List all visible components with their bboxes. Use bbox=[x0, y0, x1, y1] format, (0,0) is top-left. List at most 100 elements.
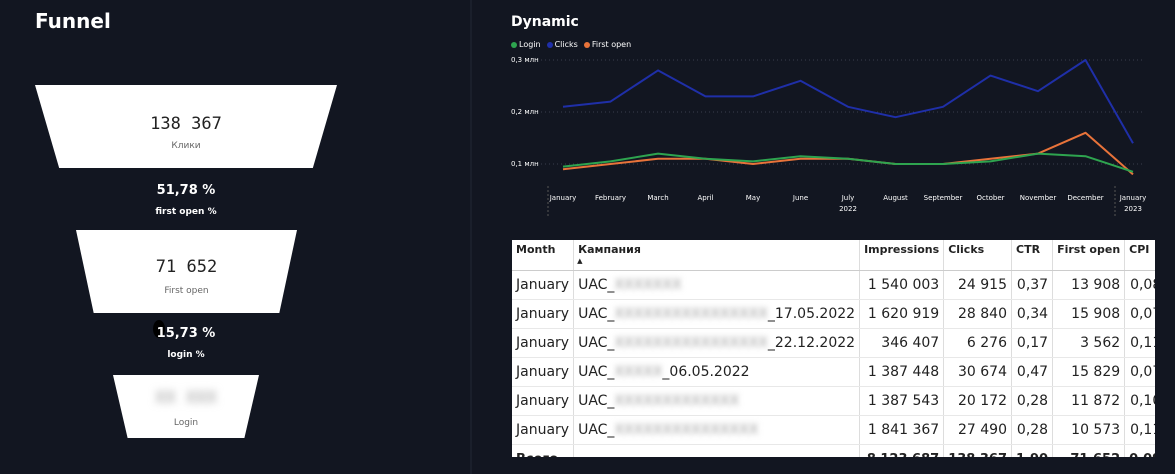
cell-impressions: 1 387 543 bbox=[859, 386, 945, 416]
campaign-prefix: UAC_ bbox=[578, 335, 615, 351]
cell-clicks: 20 172 bbox=[943, 386, 1012, 416]
y-tick-label: 0,3 млн bbox=[511, 56, 539, 64]
cell-clicks: 27 490 bbox=[943, 415, 1012, 445]
col-header-campaign[interactable]: Кампания ▲ bbox=[573, 240, 861, 271]
campaign-table[interactable]: Month Кампания ▲ Impressions Clicks CTR F… bbox=[512, 240, 1155, 457]
x-tick-label: January bbox=[549, 194, 577, 202]
chart-legend: Login Clicks First open bbox=[511, 40, 631, 49]
table-row[interactable]: January UAC_XXXXXXXXXXXXXXXX_17.05.2022 1 … bbox=[512, 299, 1155, 329]
cell-impressions: 1 540 003 bbox=[859, 270, 945, 300]
x-tick-label: October bbox=[976, 194, 1004, 202]
total-cell-campaign bbox=[573, 444, 861, 457]
panel-divider bbox=[470, 0, 472, 474]
table-row[interactable]: January UAC_XXXXX_06.05.2022 1 387 448 30 6… bbox=[512, 357, 1155, 387]
x-tick-label: November bbox=[1020, 194, 1057, 202]
cell-month: January bbox=[512, 357, 575, 387]
funnel-stage-login[interactable]: XX XXX Login bbox=[113, 375, 259, 438]
col-header-label: Кампания bbox=[578, 243, 641, 256]
total-cell-cpi: 0,09 bbox=[1124, 444, 1155, 457]
conversion-rate: 15,73 % bbox=[156, 326, 216, 341]
campaign-name-redacted: XXXXXXXXXXXXXXX bbox=[614, 422, 759, 438]
campaign-name-redacted: XXXXXXXXXXXXX bbox=[614, 393, 740, 409]
cell-clicks: 6 276 bbox=[943, 328, 1012, 358]
legend-item-first-open[interactable]: First open bbox=[583, 40, 632, 49]
x-year-label: 2023 bbox=[1124, 205, 1142, 213]
table-row[interactable]: January UAC_XXXXXXXXXXXXXXXX_22.12.2022 34… bbox=[512, 328, 1155, 358]
table-row[interactable]: January UAC_XXXXXXXXXXXXX 1 387 543 20 172 0… bbox=[512, 386, 1155, 416]
x-tick-label: July bbox=[841, 194, 855, 202]
cell-first-open: 10 573 bbox=[1052, 415, 1126, 445]
table-row[interactable]: January UAC_XXXXXXXXXXXXXXX 1 841 367 27 49… bbox=[512, 415, 1155, 445]
legend-item-login[interactable]: Login bbox=[511, 40, 541, 49]
cell-campaign: UAC_XXXXXXXXXXXXXXX bbox=[573, 415, 861, 445]
cell-month: January bbox=[512, 299, 575, 329]
campaign-name-redacted: XXXXXXXXXXXXXXXX bbox=[614, 335, 768, 351]
col-header-cpi[interactable]: CPI bbox=[1124, 240, 1155, 271]
cell-campaign: UAC_XXXXX_06.05.2022 bbox=[573, 357, 861, 387]
col-header-clicks[interactable]: Clicks bbox=[943, 240, 1012, 271]
cell-cpi: 0,11 bbox=[1124, 328, 1155, 358]
campaign-name-redacted: XXXXXXX bbox=[614, 277, 682, 293]
x-tick-label: March bbox=[647, 194, 668, 202]
cell-month: January bbox=[512, 328, 575, 358]
funnel-title: Funnel bbox=[35, 9, 111, 33]
cell-month: January bbox=[512, 270, 575, 300]
stage-value: 138 367 bbox=[150, 114, 222, 134]
cell-ctr: 0,34 bbox=[1011, 299, 1054, 329]
dynamic-line-chart[interactable]: 0,1 млн 0,2 млн 0,3 млн January February Marc… bbox=[505, 52, 1155, 222]
campaign-prefix: UAC_ bbox=[578, 364, 615, 380]
col-header-first-open[interactable]: First open bbox=[1052, 240, 1126, 271]
cell-impressions: 1 387 448 bbox=[859, 357, 945, 387]
cell-clicks: 30 674 bbox=[943, 357, 1012, 387]
col-header-ctr[interactable]: CTR bbox=[1011, 240, 1054, 271]
campaign-date: _17.05.2022 bbox=[767, 306, 856, 322]
total-cell-ctr: 1,90 bbox=[1011, 444, 1054, 457]
cell-campaign: UAC_XXXXXXX bbox=[573, 270, 861, 300]
legend-item-clicks[interactable]: Clicks bbox=[546, 40, 578, 49]
cell-ctr: 0,17 bbox=[1011, 328, 1054, 358]
cell-impressions: 1 841 367 bbox=[859, 415, 945, 445]
conversion-rate: 51,78 % bbox=[156, 183, 216, 198]
campaign-prefix: UAC_ bbox=[578, 306, 615, 322]
cell-ctr: 0,37 bbox=[1011, 270, 1054, 300]
funnel-stage-clicks[interactable]: 138 367 Клики bbox=[35, 85, 337, 168]
campaign-name-redacted: XXXXXXXXXXXXXXXX bbox=[614, 306, 768, 322]
legend-swatch bbox=[511, 41, 517, 48]
cell-month: January bbox=[512, 415, 575, 445]
stage-label: Login bbox=[173, 418, 199, 428]
y-tick-label: 0,2 млн bbox=[511, 108, 539, 116]
stage-label: First open bbox=[164, 286, 209, 296]
conversion-rate-label: login % bbox=[167, 350, 205, 360]
cell-first-open: 13 908 bbox=[1052, 270, 1126, 300]
series-line-login[interactable] bbox=[562, 152, 1134, 173]
stage-value-redacted: XX XXX bbox=[155, 388, 217, 408]
legend-label: First open bbox=[591, 40, 632, 49]
total-cell-impressions: 8 123 687 bbox=[859, 444, 945, 457]
cell-first-open: 15 829 bbox=[1052, 357, 1126, 387]
cell-first-open: 15 908 bbox=[1052, 299, 1126, 329]
table-row[interactable]: January UAC_XXXXXXX 1 540 003 24 915 0,37 13 … bbox=[512, 270, 1155, 300]
y-tick-label: 0,1 млн bbox=[511, 160, 539, 168]
cell-ctr: 0,28 bbox=[1011, 386, 1054, 416]
funnel-stage-first-open[interactable]: 71 652 First open bbox=[76, 230, 297, 313]
col-header-impressions[interactable]: Impressions bbox=[859, 240, 945, 271]
sort-asc-icon: ▲ bbox=[577, 257, 583, 265]
cell-impressions: 346 407 bbox=[859, 328, 945, 358]
cell-cpi: 0,10 bbox=[1124, 386, 1155, 416]
table-header-row: Month Кампания ▲ Impressions Clicks CTR F… bbox=[512, 240, 1155, 271]
x-tick-label: August bbox=[883, 194, 908, 202]
x-tick-label: December bbox=[1067, 194, 1103, 202]
series-line-clicks[interactable] bbox=[562, 59, 1134, 144]
cell-campaign: UAC_XXXXXXXXXXXXX bbox=[573, 386, 861, 416]
cell-month: January bbox=[512, 386, 575, 416]
campaign-date: _06.05.2022 bbox=[662, 364, 750, 380]
table-total-row: Всего 8 123 687138 3671,9071 6520,09 bbox=[512, 444, 1155, 457]
legend-swatch bbox=[546, 41, 553, 48]
legend-label: Login bbox=[519, 40, 541, 49]
chart-title: Dynamic bbox=[511, 14, 579, 30]
col-header-month[interactable]: Month bbox=[512, 240, 575, 271]
cell-clicks: 24 915 bbox=[943, 270, 1012, 300]
x-tick-label: April bbox=[698, 194, 714, 202]
cell-clicks: 28 840 bbox=[943, 299, 1012, 329]
total-cell-month: Всего bbox=[512, 444, 575, 457]
